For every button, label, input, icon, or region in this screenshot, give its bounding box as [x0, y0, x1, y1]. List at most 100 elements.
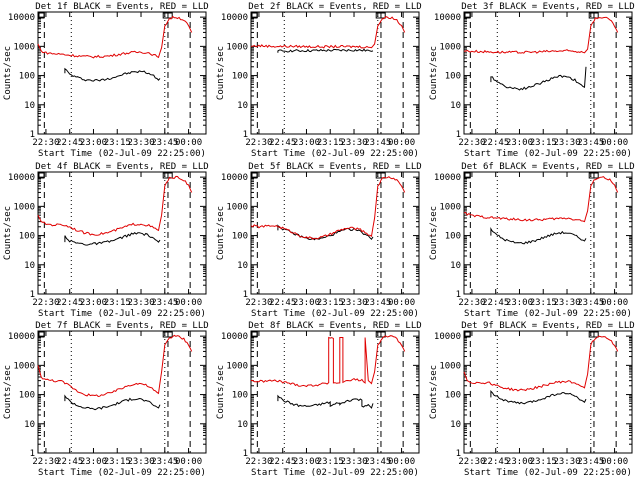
x-tick-label: 23:15	[530, 457, 557, 467]
events-series-line	[490, 389, 587, 405]
chart-title: Det 6f BLACK = Events, RED = LLD	[461, 162, 634, 172]
x-tick-label: 23:15	[317, 457, 344, 467]
x-tick-label: 23:45	[364, 457, 391, 467]
flag-box	[162, 331, 173, 338]
y-tick-label: 100	[445, 391, 461, 401]
chart-title: Det 2f BLACK = Events, RED = LLD	[248, 2, 421, 12]
flag-box	[464, 172, 471, 179]
chart-title: Det 1f BLACK = Events, RED = LLD	[35, 2, 208, 12]
y-tick-label: 10	[237, 261, 248, 271]
x-tick-label: 23:00	[80, 457, 107, 467]
plot-frame	[250, 171, 420, 295]
x-tick-label: 22:30	[458, 298, 485, 308]
chart-panel: Det 8f BLACK = Events, RED = LLD Counts/s…	[216, 321, 422, 478]
x-tick-label: 22:45	[269, 298, 296, 308]
y-tick-label: 10	[24, 420, 35, 430]
lld-series-line	[463, 16, 619, 54]
x-tick-label: 22:30	[245, 138, 272, 148]
y-tick-label: 10	[237, 101, 248, 111]
y-tick-label: 1	[30, 130, 35, 140]
chart-title: Det 5f BLACK = Events, RED = LLD	[248, 162, 421, 172]
x-tick-label: 23:15	[530, 138, 557, 148]
chart-title: Det 4f BLACK = Events, RED = LLD	[35, 162, 208, 172]
x-tick-label: 22:30	[32, 138, 59, 148]
chart-panel: Det 4f BLACK = Events, RED = LLD Counts/s…	[3, 162, 209, 319]
events-series-line	[277, 394, 374, 409]
chart-title: Det 9f BLACK = Events, RED = LLD	[461, 321, 634, 331]
flag-box	[162, 172, 173, 179]
x-axis-label: Start Time (02-Jul-09 22:25:00)	[38, 149, 206, 159]
x-tick-label: 23:30	[553, 457, 580, 467]
y-tick-label: 1	[243, 130, 248, 140]
x-tick-label: 23:00	[506, 298, 533, 308]
x-axis-label: Start Time (02-Jul-09 22:25:00)	[464, 468, 632, 478]
plot-frame	[37, 330, 207, 454]
x-tick-label: 23:00	[80, 298, 107, 308]
plot-frame	[37, 171, 207, 295]
plot-frame	[463, 11, 633, 135]
x-tick-label: 23:00	[80, 138, 107, 148]
y-tick-label: 10000	[221, 13, 248, 23]
x-tick-label: 23:30	[340, 457, 367, 467]
chart-panel: Det 3f BLACK = Events, RED = LLD Counts/s…	[429, 2, 635, 159]
x-tick-label: 00:00	[601, 138, 628, 148]
y-axis-label: Counts/sec	[216, 365, 226, 419]
y-tick-label: 100	[19, 391, 35, 401]
x-axis-label: Start Time (02-Jul-09 22:25:00)	[251, 149, 419, 159]
x-tick-label: 23:15	[104, 298, 131, 308]
x-tick-label: 22:30	[245, 298, 272, 308]
flag-box	[375, 172, 386, 179]
x-tick-label: 23:30	[553, 298, 580, 308]
x-tick-label: 23:15	[317, 138, 344, 148]
y-tick-label: 1000	[13, 202, 35, 212]
flag-box	[251, 12, 258, 19]
flag-box	[38, 12, 45, 19]
y-axis-label: Counts/sec	[429, 46, 439, 100]
flag-box	[588, 12, 599, 19]
x-tick-label: 00:00	[388, 138, 415, 148]
x-tick-label: 23:30	[127, 457, 154, 467]
y-axis-label: Counts/sec	[216, 206, 226, 260]
y-axis-label: Counts/sec	[429, 365, 439, 419]
flag-box	[464, 331, 471, 338]
y-tick-label: 10	[450, 101, 461, 111]
y-tick-label: 1	[30, 449, 35, 459]
chart-panel: Det 5f BLACK = Events, RED = LLD Counts/s…	[216, 162, 422, 319]
x-tick-label: 23:45	[577, 298, 604, 308]
x-tick-label: 22:30	[245, 457, 272, 467]
x-tick-label: 00:00	[175, 457, 202, 467]
x-tick-label: 00:00	[388, 298, 415, 308]
x-tick-label: 22:45	[56, 138, 83, 148]
flag-box	[588, 172, 599, 179]
y-tick-label: 10	[450, 261, 461, 271]
flag-box	[588, 331, 599, 338]
x-tick-label: 23:00	[293, 457, 320, 467]
events-series-line	[64, 232, 161, 246]
y-tick-label: 1	[30, 290, 35, 300]
y-tick-label: 1000	[439, 361, 461, 371]
chart-title: Det 3f BLACK = Events, RED = LLD	[461, 2, 634, 12]
lld-series-line	[37, 334, 193, 398]
x-tick-label: 23:30	[340, 298, 367, 308]
x-tick-label: 22:45	[482, 138, 509, 148]
x-tick-label: 23:45	[364, 138, 391, 148]
y-axis-label: Counts/sec	[429, 206, 439, 260]
y-tick-label: 10000	[434, 13, 461, 23]
flag-box	[38, 172, 45, 179]
events-series-line	[277, 48, 374, 53]
y-tick-label: 10000	[434, 173, 461, 183]
y-tick-label: 100	[19, 72, 35, 82]
y-axis-label: Counts/sec	[216, 46, 226, 100]
x-tick-label: 23:45	[364, 298, 391, 308]
plot-frame	[250, 11, 420, 135]
x-axis-label: Start Time (02-Jul-09 22:25:00)	[464, 149, 632, 159]
x-tick-label: 00:00	[388, 457, 415, 467]
y-tick-label: 1	[243, 290, 248, 300]
x-tick-label: 22:45	[56, 298, 83, 308]
x-tick-label: 23:30	[553, 138, 580, 148]
x-tick-label: 23:15	[104, 138, 131, 148]
x-tick-label: 22:45	[269, 138, 296, 148]
x-tick-label: 23:00	[506, 138, 533, 148]
x-tick-label: 22:45	[56, 457, 83, 467]
